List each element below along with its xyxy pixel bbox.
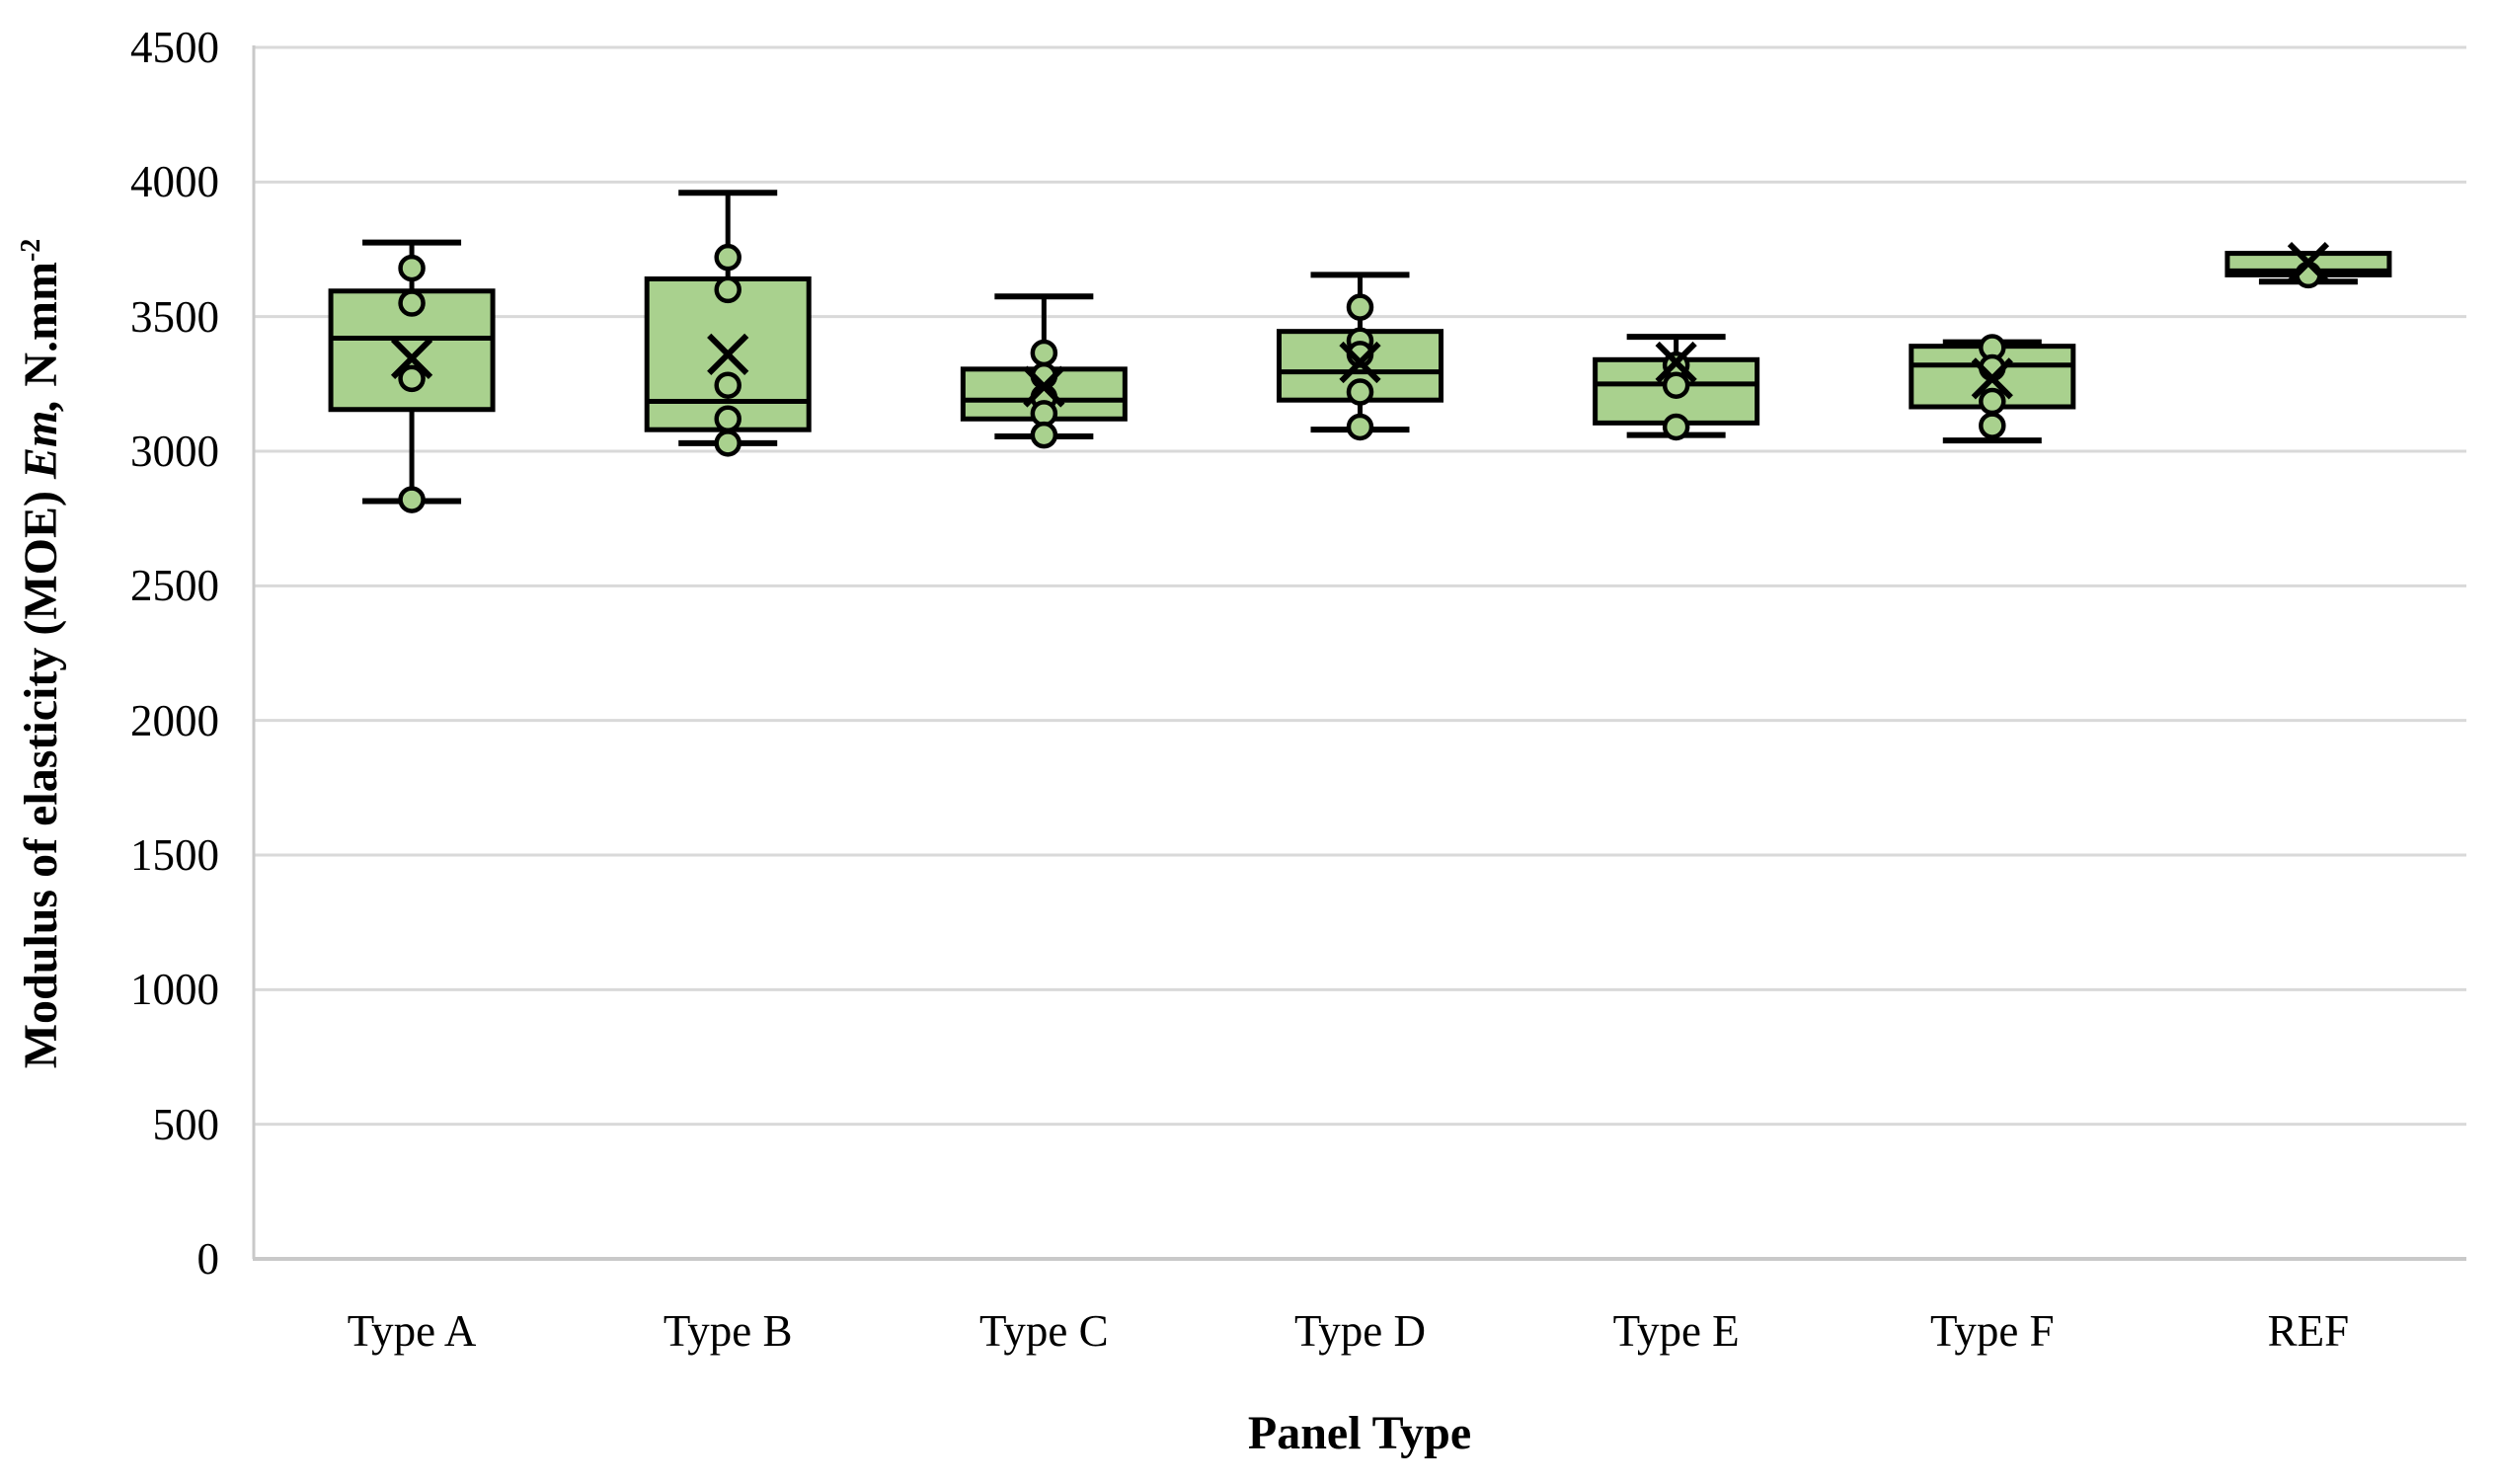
data-point-type-b-4 [714,405,741,433]
data-point-type-f-4 [1979,412,2006,439]
y-tick-label-4500: 4500 [130,23,219,72]
x-tick-label-ref: REF [2267,1306,2350,1356]
data-point-type-e-2 [1662,371,1690,399]
data-point-type-b-3 [714,371,741,399]
mean-marker-type-c [1023,365,1065,408]
y-tick-label-3000: 3000 [130,427,219,476]
y-axis-title-superscript: -2 [16,238,46,263]
data-point-type-a-2 [398,289,426,317]
y-tick-label-2000: 2000 [130,695,219,745]
data-point-type-b-5 [714,430,741,457]
y-axis-title-prefix: Modulus of elasticity (MOE) [15,479,67,1069]
data-point-type-e-3 [1662,413,1690,441]
y-tick-label-1500: 1500 [130,830,219,880]
data-point-type-c-4 [1030,400,1058,428]
data-point-type-b-1 [714,243,741,272]
data-point-type-a-1 [398,254,426,282]
mean-marker-type-e [1655,341,1697,384]
data-point-type-d-5 [1346,413,1374,441]
mean-marker-ref [2287,242,2330,284]
x-tick-label-type-f: Type F [1929,1306,2055,1356]
y-tick-label-4000: 4000 [130,157,219,207]
y-axis-title-symbol: Em, [15,398,67,480]
x-tick-label-type-c: Type C [979,1306,1109,1356]
y-tick-label-3500: 3500 [130,291,219,342]
y-tick-label-1000: 1000 [130,965,219,1015]
y-axis-title: Modulus of elasticity (MOE) Em, N.mm-2 [14,239,69,1069]
data-point-type-a-4 [398,486,426,513]
x-tick-label-type-d: Type D [1293,1306,1427,1356]
y-axis-title-units: N.mm [15,262,67,399]
y-tick-label-0: 0 [196,1234,220,1284]
mean-marker-type-d [1339,341,1381,384]
data-point-type-c-5 [1030,421,1058,449]
mean-marker-type-b [707,333,749,375]
mean-marker-type-f [1971,357,2013,400]
x-axis-title: Panel Type [1247,1407,1472,1459]
x-tick-label-type-e: Type E [1612,1306,1740,1356]
data-point-type-a-3 [398,364,426,393]
data-point-type-c-1 [1030,339,1058,367]
y-tick-label-2500: 2500 [130,561,219,611]
x-tick-label-type-b: Type B [663,1306,793,1356]
data-point-type-d-1 [1346,293,1374,321]
data-point-type-d-4 [1346,378,1374,406]
data-point-type-f-3 [1979,387,2006,416]
data-point-type-b-2 [714,275,741,304]
mean-marker-type-a [390,337,433,380]
y-tick-label-500: 500 [152,1099,220,1149]
x-tick-label-type-a: Type A [347,1306,477,1356]
